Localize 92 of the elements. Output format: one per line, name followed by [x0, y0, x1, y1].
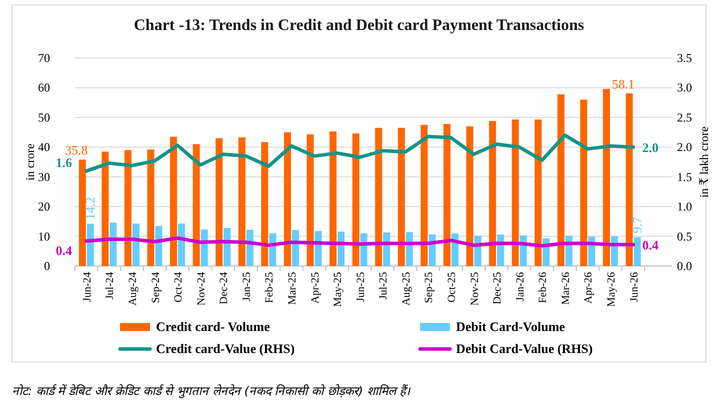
bar — [352, 133, 360, 266]
bar — [375, 128, 382, 266]
data-label: 2.0 — [642, 140, 659, 156]
x-tick-label: May-25 — [332, 272, 344, 307]
bar — [512, 120, 519, 266]
x-tick-label: Aug-24 — [126, 272, 139, 306]
bar — [224, 228, 231, 266]
x-tick-label: Nov-24 — [195, 272, 208, 306]
x-tick-label: Jun-25 — [354, 272, 367, 302]
bar — [155, 226, 162, 266]
y2-tick-label: 1.0 — [677, 200, 692, 214]
bar — [466, 126, 474, 266]
bar — [406, 232, 413, 266]
y-tick-label: 40 — [38, 140, 50, 154]
chart-title: Chart -13: Trends in Credit and Debit card Payment Transactions — [134, 17, 584, 34]
bar — [314, 230, 322, 266]
bar — [338, 232, 345, 266]
y-tick-label: 0 — [44, 259, 50, 273]
line-series — [84, 236, 636, 248]
bar — [192, 144, 200, 266]
bar — [102, 152, 109, 266]
x-tick-label: Sep-25 — [423, 272, 436, 304]
y-tick-label: 20 — [38, 200, 50, 214]
bar — [398, 128, 405, 266]
x-tick-label: Apr-26 — [582, 272, 595, 304]
data-label: 14.2 — [82, 197, 98, 220]
x-tick-label: Nov-25 — [468, 272, 481, 306]
x-tick-label: Mar-26 — [560, 272, 572, 305]
bar — [200, 229, 208, 266]
x-tick-label: Apr-25 — [309, 272, 322, 304]
bar — [216, 138, 223, 266]
bar — [534, 120, 542, 266]
y2-tick-label: 3.0 — [677, 80, 692, 95]
text: नोट: कार्ड में डेबिट और क्रेडिट कार्ड से भुगतान लेनदेन (नकद निकासी को छोड़कर) शामिल हैं। — [12, 384, 412, 399]
bar — [489, 120, 496, 266]
data-label: 58.1 — [612, 76, 635, 92]
y2-tick-label: 0.5 — [677, 229, 692, 244]
bar — [147, 150, 154, 266]
y2-tick-label: 1.5 — [677, 170, 692, 184]
bar — [557, 94, 564, 266]
x-tick-label: Mar-25 — [286, 272, 298, 305]
x-tick-label: Feb-25 — [264, 272, 276, 304]
bar — [110, 222, 117, 266]
bar — [580, 100, 588, 266]
y-tick-label: 50 — [38, 110, 50, 124]
bar — [124, 150, 132, 266]
x-tick-label: Sep-24 — [150, 272, 162, 304]
bar — [306, 134, 314, 266]
bar — [238, 137, 246, 266]
y-tick-label: 60 — [38, 80, 50, 95]
y2-tick-label: 2.5 — [677, 110, 692, 124]
y-tick-label: 10 — [38, 229, 50, 244]
data-label: 9.7 — [629, 216, 644, 234]
legend-label: Debit Card-Volume — [456, 319, 566, 334]
bar — [634, 237, 641, 266]
x-tick-label: Oct-25 — [446, 272, 458, 303]
x-tick-label: Jun-26 — [628, 272, 640, 302]
bar — [78, 160, 86, 266]
data-label: 0.4 — [56, 243, 72, 258]
y2-tick-label: 3.5 — [677, 51, 692, 65]
bar — [626, 93, 633, 266]
x-tick-label: Jan-26 — [514, 272, 526, 302]
bar — [170, 136, 178, 266]
x-tick-label: Jan-25 — [240, 272, 253, 302]
x-tick-label: Jun-24 — [81, 272, 94, 302]
legend-label: Credit card-Value (RHS) — [156, 341, 295, 356]
bar — [330, 131, 337, 266]
y2-tick-label: 0.0 — [677, 259, 692, 273]
x-tick-label: Oct-24 — [172, 272, 185, 303]
bar — [132, 224, 140, 266]
y2-axis-title: in ₹ lakh crore — [697, 126, 711, 198]
bar — [86, 224, 94, 266]
bar — [284, 132, 291, 266]
data-label: 0.4 — [642, 238, 660, 253]
bar — [443, 124, 450, 266]
bar — [261, 142, 268, 266]
y2-tick-label: 2.0 — [677, 140, 692, 154]
x-tick-label: May-26 — [605, 272, 618, 307]
y-tick-label: 30 — [38, 170, 50, 184]
x-tick-label: Dec-24 — [218, 272, 230, 304]
x-tick-label: Aug-25 — [400, 272, 412, 306]
legend-label: Debit Card-Value (RHS) — [456, 341, 593, 356]
bar — [178, 224, 186, 266]
y-axis-title: in crore — [23, 144, 37, 180]
x-tick-label: Dec-25 — [492, 272, 504, 304]
bar — [602, 88, 610, 266]
x-tick-label: Jul-25 — [378, 272, 390, 300]
x-tick-label: Feb-26 — [537, 272, 550, 304]
bar — [420, 124, 428, 266]
legend-label: Credit card- Volume — [156, 319, 270, 334]
y-tick-label: 70 — [38, 51, 50, 65]
x-tick-label: Jul-24 — [104, 272, 116, 300]
